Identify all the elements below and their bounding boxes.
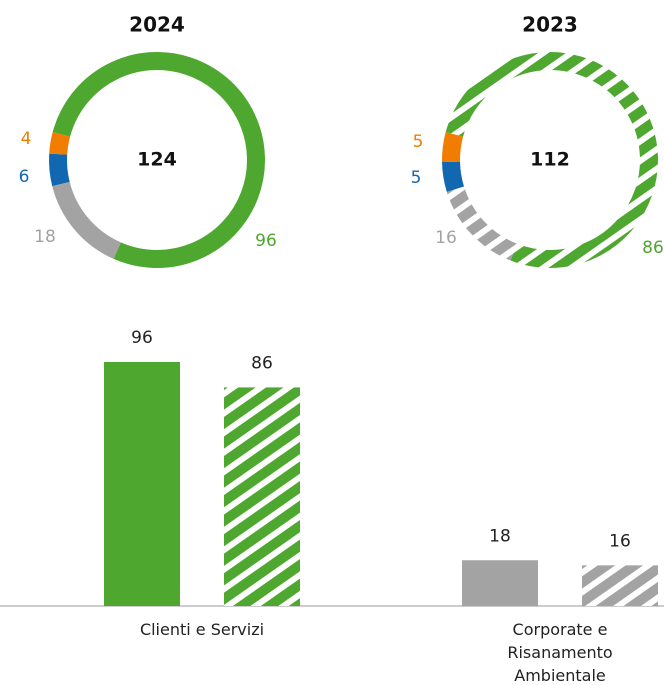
bar-value: 96 xyxy=(131,328,153,348)
donut-segment xyxy=(52,52,265,268)
category-label: Clienti e Servizi xyxy=(139,620,265,639)
donut-label: 16 xyxy=(435,228,457,248)
donut-label: 86 xyxy=(642,238,664,258)
donut-segment xyxy=(52,181,122,259)
donut-label: 96 xyxy=(255,231,277,251)
donut-total: 124 xyxy=(137,149,177,171)
bar xyxy=(582,565,658,606)
donut-segment xyxy=(442,161,465,192)
bar-value: 18 xyxy=(489,526,511,546)
donut-title: 2024 xyxy=(129,13,185,37)
bar xyxy=(462,560,538,606)
bar xyxy=(104,362,180,606)
donut-segment xyxy=(445,52,658,268)
donut-segment xyxy=(446,186,518,261)
donut-segment xyxy=(49,132,71,155)
bar-value: 86 xyxy=(251,353,273,373)
donut-segment xyxy=(442,132,464,163)
bar xyxy=(224,387,300,606)
donut-label: 5 xyxy=(413,132,424,152)
category-label: Corporate e Risanamento Ambientale xyxy=(507,620,613,685)
donut-label: 5 xyxy=(411,168,422,188)
donut-label: 6 xyxy=(19,167,30,187)
bar-value: 16 xyxy=(609,531,631,551)
donut-label: 4 xyxy=(21,129,32,149)
donut-label: 18 xyxy=(34,227,56,247)
donut-total: 112 xyxy=(530,149,570,171)
donut-title: 2023 xyxy=(522,13,578,37)
donut-segment xyxy=(49,153,70,187)
